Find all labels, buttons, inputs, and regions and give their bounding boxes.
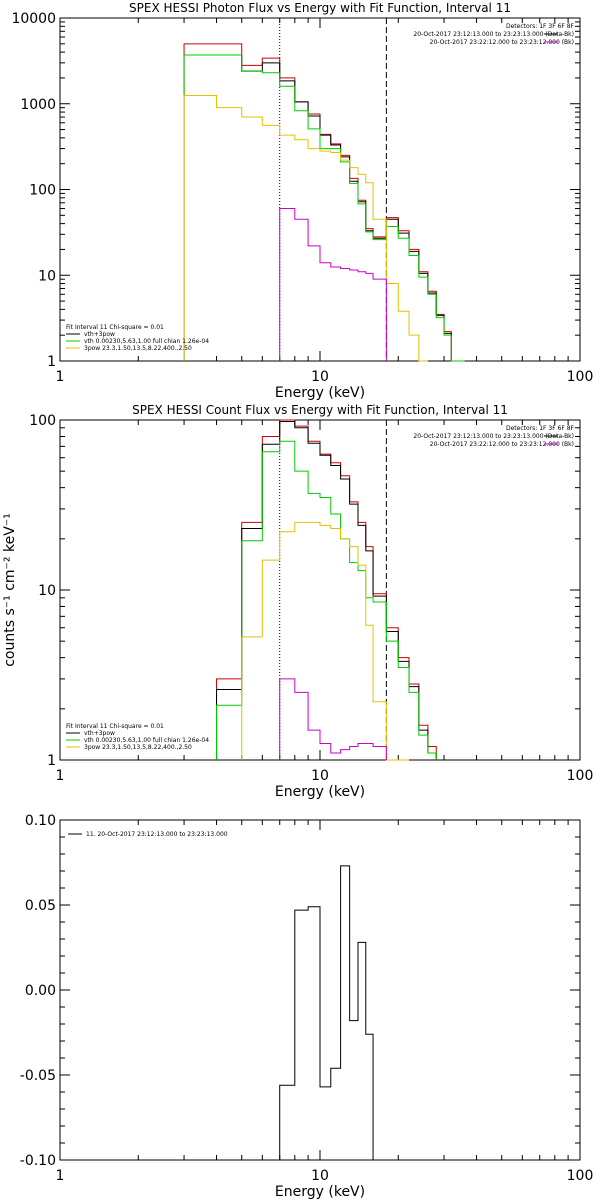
chart2-x-tick-label: 10 (311, 768, 329, 784)
chart1-info-line: Fit Interval 11 Chi-square = 0.01 (66, 324, 164, 331)
chart2-info-line: 3pow 23.3,1.50,13.5,8.22,400.,2.50 (84, 744, 192, 751)
chart2-series-data (216, 419, 437, 760)
chart3-y-tick-label: 0.00 (25, 983, 56, 999)
chart1-y-tick-label: 10 (38, 268, 56, 284)
chart3-y-tick-label: -0.10 (20, 1153, 56, 1169)
chart2-series-3pow (241, 521, 410, 761)
chart2-x-tick-label: 1 (56, 768, 65, 784)
chart2-header-line: 20-Oct-2017 23:22:12.000 to 23:23:12.000… (430, 441, 574, 448)
chart1-y-tick-label: 100 (29, 183, 56, 199)
chart1-x-tick-label: 1 (56, 369, 65, 385)
chart2-y-tick-label: 100 (29, 413, 56, 429)
chart2-header-line: Detectors: 1F 3F 6F 8F (506, 425, 575, 432)
chart3-x-label: Energy (keV) (275, 1184, 365, 1200)
chart3-y-tick-label: -0.05 (20, 1068, 56, 1084)
chart2-y-tick-label: 1 (47, 753, 56, 769)
chart1-info-line: vth 0.00230,5.63,1.00 full chian 1.26e-0… (84, 338, 209, 345)
chart2-info-line: Fit Interval 11 Chi-square = 0.01 (66, 723, 164, 730)
chart3-legend-line: 11. 20-Oct-2017 23:12:13.000 to 23:23:13… (86, 831, 228, 838)
chart2-y-tick-label: 10 (38, 583, 56, 599)
chart1-y-tick-label: 1000 (20, 97, 56, 113)
chart1-info-line: vth+3pow (84, 331, 115, 338)
chart2-x-label: Energy (keV) (275, 784, 365, 800)
chart3-x-tick-label: 10 (311, 1168, 329, 1184)
chart1-series-vth-3pow (183, 54, 465, 362)
chart3-x-tick-label: 1 (56, 1168, 65, 1184)
chart1-title: SPEX HESSI Photon Flux vs Energy with Fi… (129, 1, 511, 15)
chart3-y-tick-label: 0.10 (25, 813, 56, 829)
chart2-info-line: vth 0.00230,5.63,1.00 full chian 1.26e-0… (84, 737, 209, 744)
chart2-frame (59, 419, 581, 761)
chart3-series-residuals (279, 865, 387, 1161)
chart1-x-label: Energy (keV) (275, 385, 365, 401)
chart1-series-bk (279, 208, 387, 361)
chart2-y-label: counts s⁻¹ cm⁻² keV⁻¹ (2, 513, 18, 667)
chart3-x-tick-label: 100 (567, 1168, 594, 1184)
chart2-info-line: vth+3pow (84, 730, 115, 737)
chart1-series-vth (183, 54, 465, 362)
chart1-x-tick-label: 10 (311, 369, 329, 385)
chart1-series-data (183, 43, 465, 362)
chart2-header-line: 20-Oct-2017 23:12:13.000 to 23:23:13.000… (413, 433, 574, 440)
chart2-title: SPEX HESSI Count Flux vs Energy with Fit… (132, 403, 508, 417)
chart3-y-tick-label: 0.05 (25, 898, 56, 914)
chart1-header-line: Detectors: 1F 3F 6F 8F (506, 23, 575, 30)
chart2-series-bk (279, 678, 387, 760)
chart1-info-line: 3pow 23.3,1.50,13.5,8.22,400.,2.50 (84, 345, 192, 352)
chart1-header-line: 20-Oct-2017 23:22:12.000 to 23:23:12.000… (430, 39, 574, 46)
chart1-y-tick-label: 1 (47, 354, 56, 370)
chart1-header-line: 20-Oct-2017 23:12:13.000 to 23:23:13.000… (413, 31, 574, 38)
chart1-x-tick-label: 100 (567, 369, 594, 385)
chart2-x-tick-label: 100 (567, 768, 594, 784)
chart1-frame (59, 17, 581, 362)
chart1-y-tick-label: 10000 (11, 11, 56, 27)
chart2-series-vth-3pow (216, 420, 437, 760)
chart1-series-3pow (183, 94, 428, 362)
chart2-series-vth (216, 440, 437, 760)
